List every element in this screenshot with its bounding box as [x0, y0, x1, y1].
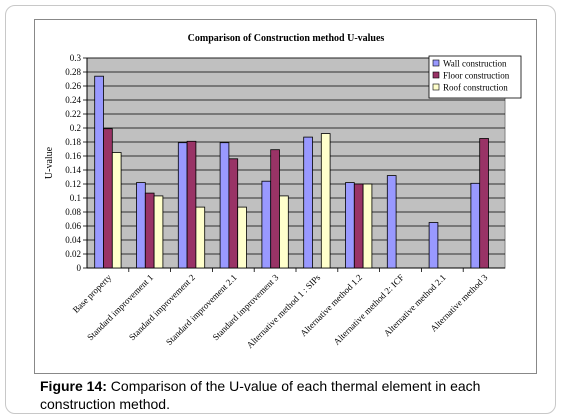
- bar-wall-construction: [428, 222, 439, 269]
- legend-label: Roof construction: [443, 83, 508, 93]
- bar-roof-construction: [279, 195, 289, 269]
- bar-wall-construction: [94, 75, 104, 269]
- bar-floor-construction: [144, 192, 155, 269]
- caption-label: Figure 14:: [40, 378, 107, 394]
- legend-swatch: [432, 83, 440, 91]
- y-tick-label: 0.16: [65, 151, 81, 161]
- bar-floor-construction: [186, 140, 197, 269]
- bar-floor-construction: [103, 128, 113, 269]
- y-tick-label: 0.2: [70, 123, 81, 133]
- y-tick-label: 0.12: [65, 179, 81, 189]
- y-tick-label: 0.28: [65, 67, 81, 77]
- bar-wall-construction: [345, 182, 355, 269]
- chart-title: Comparison of Construction method U-valu…: [188, 33, 385, 44]
- bar-wall-construction: [136, 182, 146, 269]
- legend-label: Floor construction: [443, 71, 510, 81]
- bar-roof-construction: [237, 206, 247, 269]
- y-tick-label: 0.18: [65, 137, 81, 147]
- chart-container: Comparison of Construction method U-valu…: [34, 19, 537, 374]
- y-tick-label: 0.3: [70, 53, 82, 63]
- y-tick-label: 0.26: [65, 81, 81, 91]
- bar-wall-construction: [261, 180, 272, 269]
- bar-floor-construction: [353, 183, 364, 269]
- legend-swatch: [432, 71, 440, 79]
- y-tick-label: 0.1: [70, 193, 81, 203]
- bar-wall-construction: [470, 182, 481, 269]
- bar-roof-construction: [320, 133, 331, 269]
- figure-caption: Figure 14: Comparison of the U-value of …: [40, 377, 540, 413]
- bar-roof-construction: [111, 152, 122, 269]
- bar-wall-construction: [386, 175, 397, 269]
- bar-wall-construction: [177, 142, 188, 269]
- x-tick-label: Alternative method 1 : SIPs: [245, 272, 323, 350]
- y-tick-label: 0.22: [65, 109, 81, 119]
- y-tick-label: 0.06: [65, 221, 81, 231]
- legend-swatch: [432, 59, 440, 67]
- x-tick-label: Alternative method 2: ICF: [332, 272, 406, 346]
- bar-floor-construction: [479, 138, 489, 269]
- y-tick-label: 0.24: [65, 95, 81, 105]
- y-axis-label: U-value: [44, 146, 55, 179]
- bar-roof-construction: [153, 195, 164, 269]
- bar-floor-construction: [228, 158, 239, 269]
- y-tick-label: 0.04: [65, 235, 81, 245]
- y-tick-label: 0.14: [65, 165, 81, 175]
- y-tick-label: 0.08: [65, 207, 81, 217]
- bar-floor-construction: [270, 149, 280, 269]
- x-tick-label: Standard improvement 2.1: [164, 272, 239, 347]
- bar-wall-construction: [219, 142, 230, 269]
- bar-chart: Comparison of Construction method U-valu…: [44, 33, 522, 350]
- bar-roof-construction: [195, 206, 206, 269]
- y-tick-label: 0: [77, 263, 82, 273]
- bar-wall-construction: [303, 136, 313, 269]
- figure-frame: Comparison of Construction method U-valu…: [5, 5, 556, 414]
- bar-roof-construction: [362, 183, 373, 269]
- legend-box: [428, 55, 522, 99]
- y-tick-label: 0.02: [65, 249, 81, 259]
- legend-label: Wall construction: [443, 59, 507, 69]
- caption-text: Comparison of the U-value of each therma…: [40, 378, 481, 412]
- x-tick-label: Base property: [71, 272, 114, 315]
